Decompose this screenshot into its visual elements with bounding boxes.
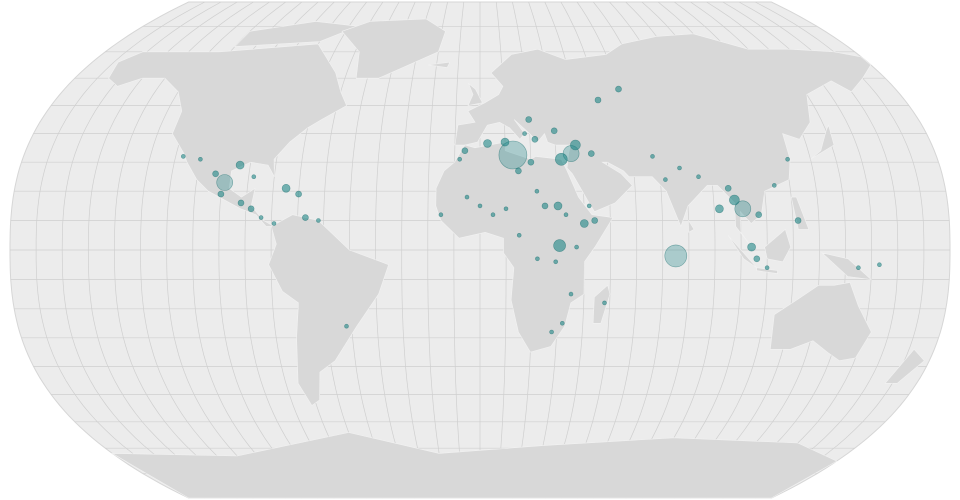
- data-bubble[interactable]: [198, 157, 203, 162]
- data-bubble[interactable]: [525, 116, 533, 123]
- data-bubble[interactable]: [235, 160, 245, 170]
- data-bubble[interactable]: [554, 153, 568, 166]
- data-bubble[interactable]: [344, 323, 349, 329]
- bubble-layer: [181, 85, 882, 335]
- data-bubble[interactable]: [516, 233, 522, 238]
- data-bubble[interactable]: [295, 190, 302, 198]
- data-bubble[interactable]: [594, 96, 602, 104]
- data-bubble[interactable]: [856, 265, 861, 271]
- data-bubble[interactable]: [877, 262, 882, 268]
- data-bubble[interactable]: [302, 214, 309, 221]
- data-bubble[interactable]: [550, 127, 558, 135]
- data-bubble[interactable]: [237, 199, 245, 207]
- land-eurasia: [454, 33, 872, 248]
- data-bubble[interactable]: [696, 174, 701, 179]
- data-bubble[interactable]: [271, 221, 277, 226]
- data-bubble[interactable]: [753, 255, 761, 263]
- data-bubble[interactable]: [553, 239, 566, 252]
- data-bubble[interactable]: [534, 188, 540, 194]
- data-bubble[interactable]: [247, 205, 255, 213]
- data-bubble[interactable]: [563, 212, 569, 217]
- data-bubble[interactable]: [794, 217, 802, 224]
- data-bubble[interactable]: [664, 244, 688, 268]
- data-bubble[interactable]: [212, 170, 219, 178]
- data-bubble[interactable]: [570, 139, 581, 151]
- data-bubble[interactable]: [574, 244, 579, 250]
- data-bubble[interactable]: [724, 185, 732, 192]
- data-bubble[interactable]: [729, 194, 740, 206]
- data-bubble[interactable]: [500, 137, 510, 147]
- data-bubble[interactable]: [457, 157, 463, 162]
- data-bubble[interactable]: [281, 184, 291, 193]
- data-bubble[interactable]: [490, 212, 496, 217]
- data-bubble[interactable]: [663, 177, 668, 182]
- data-bubble[interactable]: [785, 157, 790, 162]
- data-bubble[interactable]: [587, 150, 595, 157]
- land-arctic-islands: [234, 21, 359, 47]
- data-bubble[interactable]: [258, 215, 264, 220]
- data-bubble[interactable]: [602, 300, 607, 306]
- data-bubble[interactable]: [568, 291, 574, 297]
- data-bubble[interactable]: [217, 190, 225, 198]
- data-bubble[interactable]: [541, 202, 549, 210]
- data-bubble[interactable]: [734, 200, 752, 218]
- data-bubble[interactable]: [527, 158, 535, 166]
- land-north-america: [108, 43, 347, 227]
- data-bubble[interactable]: [615, 85, 622, 93]
- land-iceland: [427, 61, 451, 68]
- data-bubble[interactable]: [553, 259, 559, 265]
- land-sri-lanka: [688, 219, 695, 233]
- data-bubble[interactable]: [579, 219, 589, 228]
- data-bubble[interactable]: [216, 174, 233, 191]
- data-bubble[interactable]: [764, 265, 770, 271]
- data-bubble[interactable]: [515, 167, 522, 175]
- land-sumatra: [727, 235, 757, 268]
- data-bubble[interactable]: [553, 201, 563, 211]
- land-java: [756, 267, 778, 274]
- data-bubble[interactable]: [461, 147, 469, 154]
- data-bubble[interactable]: [771, 183, 777, 188]
- data-bubble[interactable]: [438, 212, 444, 217]
- data-bubble[interactable]: [522, 131, 527, 136]
- data-bubble[interactable]: [559, 320, 565, 326]
- data-bubble[interactable]: [586, 203, 592, 209]
- data-bubble[interactable]: [251, 174, 257, 179]
- land-new-guinea: [821, 252, 873, 280]
- land-antarctica: [111, 432, 838, 499]
- data-bubble[interactable]: [650, 154, 655, 159]
- land-new-zealand: [884, 348, 925, 384]
- land-japan: [810, 124, 835, 160]
- data-bubble[interactable]: [477, 203, 483, 209]
- data-bubble[interactable]: [677, 165, 682, 171]
- data-bubble[interactable]: [535, 256, 540, 262]
- data-bubble[interactable]: [531, 136, 539, 143]
- data-bubble[interactable]: [464, 194, 470, 200]
- data-bubble[interactable]: [591, 217, 599, 224]
- data-bubble[interactable]: [715, 204, 724, 214]
- land-borneo: [764, 228, 792, 263]
- data-bubble[interactable]: [483, 139, 492, 148]
- data-bubble[interactable]: [316, 218, 321, 223]
- land-greenland: [341, 18, 446, 79]
- data-bubble[interactable]: [498, 140, 528, 170]
- land-south-america: [268, 214, 389, 406]
- data-bubble[interactable]: [503, 206, 509, 212]
- data-bubble[interactable]: [549, 329, 554, 335]
- land-australia: [769, 282, 872, 362]
- data-bubble[interactable]: [181, 154, 186, 159]
- data-bubble[interactable]: [747, 242, 756, 252]
- data-bubble[interactable]: [755, 211, 763, 218]
- land-layer: [108, 18, 925, 499]
- land-madagascar: [592, 284, 611, 324]
- land-britain: [467, 82, 483, 107]
